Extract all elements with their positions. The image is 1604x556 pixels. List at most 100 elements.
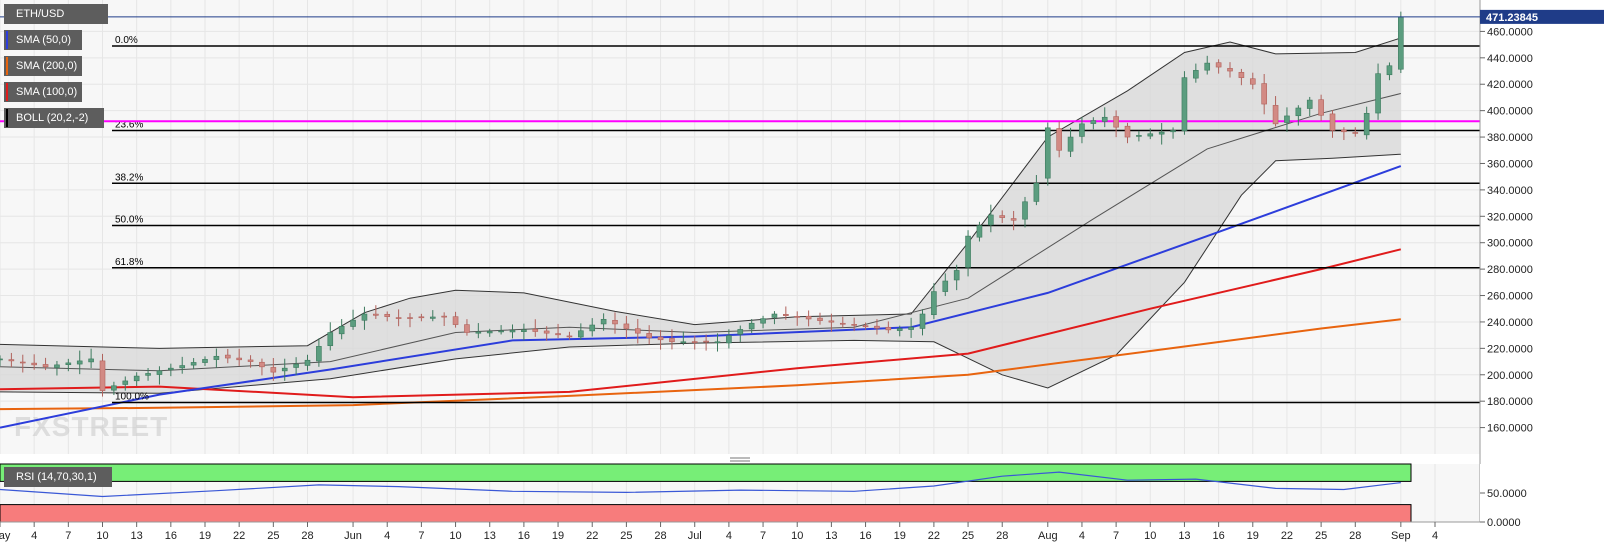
candle-body (361, 313, 368, 321)
legend-item-sma100[interactable]: SMA (100,0) (4, 82, 82, 102)
candle-body (931, 291, 937, 316)
legend-item-sma200[interactable]: SMA (200,0) (4, 56, 82, 76)
legend-item-ethusd[interactable]: ETH/USD (4, 4, 108, 24)
candle-body (737, 329, 744, 335)
candle-body (805, 315, 812, 320)
price-axis-label: 180.0000 (1487, 396, 1533, 408)
candle-body (521, 329, 527, 332)
date-axis-label: 10 (449, 530, 461, 542)
candle-body (418, 316, 425, 319)
legend-item-sma50[interactable]: SMA (50,0) (4, 30, 82, 50)
legend-label: BOLL (20,2,-2) (16, 112, 89, 124)
candle-body (42, 364, 49, 368)
price-axis-label: 340.0000 (1487, 185, 1533, 197)
candle-body (1067, 136, 1074, 152)
candle-body (783, 314, 789, 316)
candle-body (190, 362, 197, 366)
candle-body (270, 367, 277, 373)
candle-body (1158, 131, 1165, 135)
candle-body (1238, 72, 1245, 78)
candle-body (1136, 135, 1142, 137)
candle-body (224, 354, 231, 359)
candle-body (1398, 16, 1404, 70)
date-axis-label: Jun (344, 530, 362, 542)
candle-body (1044, 127, 1051, 179)
date-axis-label: 22 (233, 530, 245, 542)
candle-body (555, 333, 561, 336)
candle-body (908, 326, 914, 330)
candle-body (1249, 78, 1256, 85)
legend-label: SMA (100,0) (16, 86, 78, 98)
candle-body (384, 313, 391, 317)
date-axis-label: 19 (1247, 530, 1259, 542)
candle-body (988, 214, 994, 226)
candle-body (532, 328, 539, 332)
candle-body (669, 338, 675, 343)
candle-body (338, 326, 345, 335)
legend-swatch (6, 57, 8, 75)
candle-body (259, 361, 265, 368)
candle-body (145, 373, 151, 376)
candle-body (486, 331, 493, 334)
current-price-label: 471.23845 (1486, 12, 1538, 24)
candle-body (657, 336, 664, 341)
date-axis-label: 16 (859, 530, 871, 542)
legend-swatch (6, 31, 8, 49)
candle-body (31, 362, 37, 366)
candle-body (1022, 201, 1028, 220)
candle-body (919, 313, 926, 329)
candle-body (1363, 112, 1370, 136)
candle-body (771, 313, 778, 318)
candle-body (942, 280, 949, 292)
candle-body (1147, 133, 1154, 137)
candle-body (1181, 77, 1188, 132)
candle-body (794, 316, 801, 318)
date-axis-label: 19 (199, 530, 211, 542)
date-axis-label: Aug (1038, 530, 1058, 542)
date-axis-label: 19 (894, 530, 906, 542)
legend-label: SMA (200,0) (16, 60, 78, 72)
candle-body (885, 326, 892, 331)
candle-body (350, 319, 356, 327)
price-axis-label: 280.0000 (1487, 264, 1533, 276)
price-axis-panel (1480, 0, 1604, 454)
date-axis-label: 4 (1079, 530, 1085, 542)
candle-body (589, 324, 596, 332)
candle-body (1306, 99, 1313, 109)
fib-level-label: 50.0% (115, 215, 143, 226)
candle-body (566, 335, 573, 338)
price-axis-label: 360.0000 (1487, 158, 1533, 170)
legend-item-boll[interactable]: BOLL (20,2,-2) (4, 108, 104, 128)
fib-level-label: 38.2% (115, 172, 143, 183)
candle-body (99, 360, 106, 391)
date-axis-label: 10 (1144, 530, 1156, 542)
candle-body (213, 355, 220, 360)
candle-body (498, 330, 504, 333)
candle-body (1272, 105, 1279, 125)
candle-body (646, 333, 652, 339)
candle-body (760, 318, 766, 324)
candle-body (111, 385, 117, 391)
candle-body (999, 215, 1006, 218)
legend-swatch (6, 83, 8, 101)
candle-body (680, 341, 687, 344)
candle-body (316, 346, 322, 362)
date-axis-label: 28 (654, 530, 666, 542)
legend-item-rsi[interactable]: RSI (14,70,30,1) (4, 467, 112, 487)
candle-body (748, 322, 755, 330)
date-axis-label: 28 (1349, 530, 1361, 542)
candle-body (179, 365, 186, 369)
candle-body (896, 328, 903, 331)
price-axis-label: 320.0000 (1487, 211, 1533, 223)
date-axis-label: 22 (928, 530, 940, 542)
date-axis-label: Sep (1391, 530, 1411, 542)
candle-body (236, 357, 242, 361)
candle-body (65, 362, 72, 366)
date-axis-label: 4 (384, 530, 390, 542)
date-axis-label: May (0, 530, 11, 542)
candle-body (8, 359, 15, 362)
candle-body (76, 360, 83, 365)
candle-body (1375, 73, 1381, 114)
rsi-axis-label: 0.0000 (1487, 517, 1521, 529)
date-axis-label: 7 (1113, 530, 1119, 542)
